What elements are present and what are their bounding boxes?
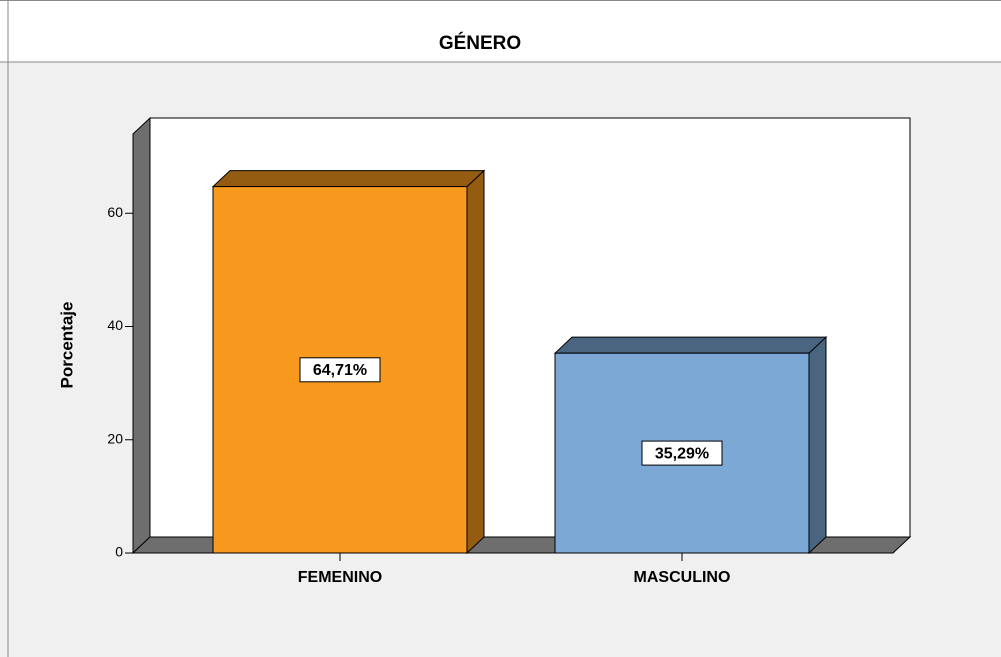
title-bar — [0, 0, 1001, 62]
x-tick-label: MASCULINO — [634, 569, 731, 586]
value-label-box — [641, 440, 723, 466]
value-label: 64,71% — [313, 362, 367, 379]
value-label: 35,29% — [655, 445, 709, 462]
bar-side — [466, 169, 485, 555]
y-tick-label: 20 — [107, 430, 123, 446]
y-tick-label: 40 — [107, 317, 123, 333]
value-label-box — [299, 357, 381, 383]
left-wall — [132, 116, 151, 555]
y-tick-label: 0 — [115, 544, 123, 560]
bar-side — [808, 336, 827, 555]
x-tick-label: FEMENINO — [298, 569, 382, 586]
bar-top — [553, 336, 828, 354]
y-tick-label: 60 — [107, 204, 123, 220]
bar-top — [211, 170, 486, 188]
chart-title: GÉNERO — [439, 32, 521, 54]
y-axis-label: Porcentaje — [57, 302, 76, 389]
